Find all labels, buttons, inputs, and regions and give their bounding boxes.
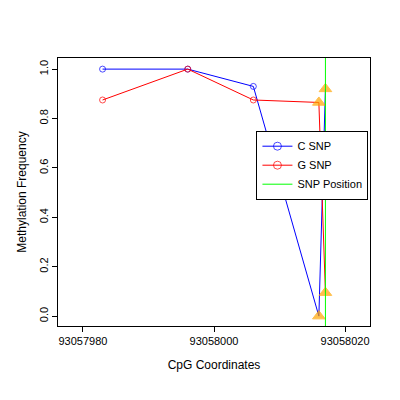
svg-text:Methylation Frequency: Methylation Frequency — [15, 131, 29, 252]
svg-text:93057980: 93057980 — [58, 335, 107, 347]
svg-text:SNP Position: SNP Position — [297, 178, 362, 190]
svg-text:93058000: 93058000 — [190, 335, 239, 347]
svg-text:0.4: 0.4 — [38, 208, 50, 223]
svg-text:G SNP: G SNP — [297, 159, 331, 171]
svg-text:C SNP: C SNP — [297, 140, 331, 152]
svg-text:93058020: 93058020 — [321, 335, 370, 347]
svg-text:CpG Coordinates: CpG Coordinates — [168, 358, 261, 372]
svg-text:1.0: 1.0 — [38, 60, 50, 75]
svg-text:0.8: 0.8 — [38, 109, 50, 124]
svg-text:0.2: 0.2 — [38, 257, 50, 272]
svg-text:0.6: 0.6 — [38, 159, 50, 174]
svg-text:0.0: 0.0 — [38, 307, 50, 322]
